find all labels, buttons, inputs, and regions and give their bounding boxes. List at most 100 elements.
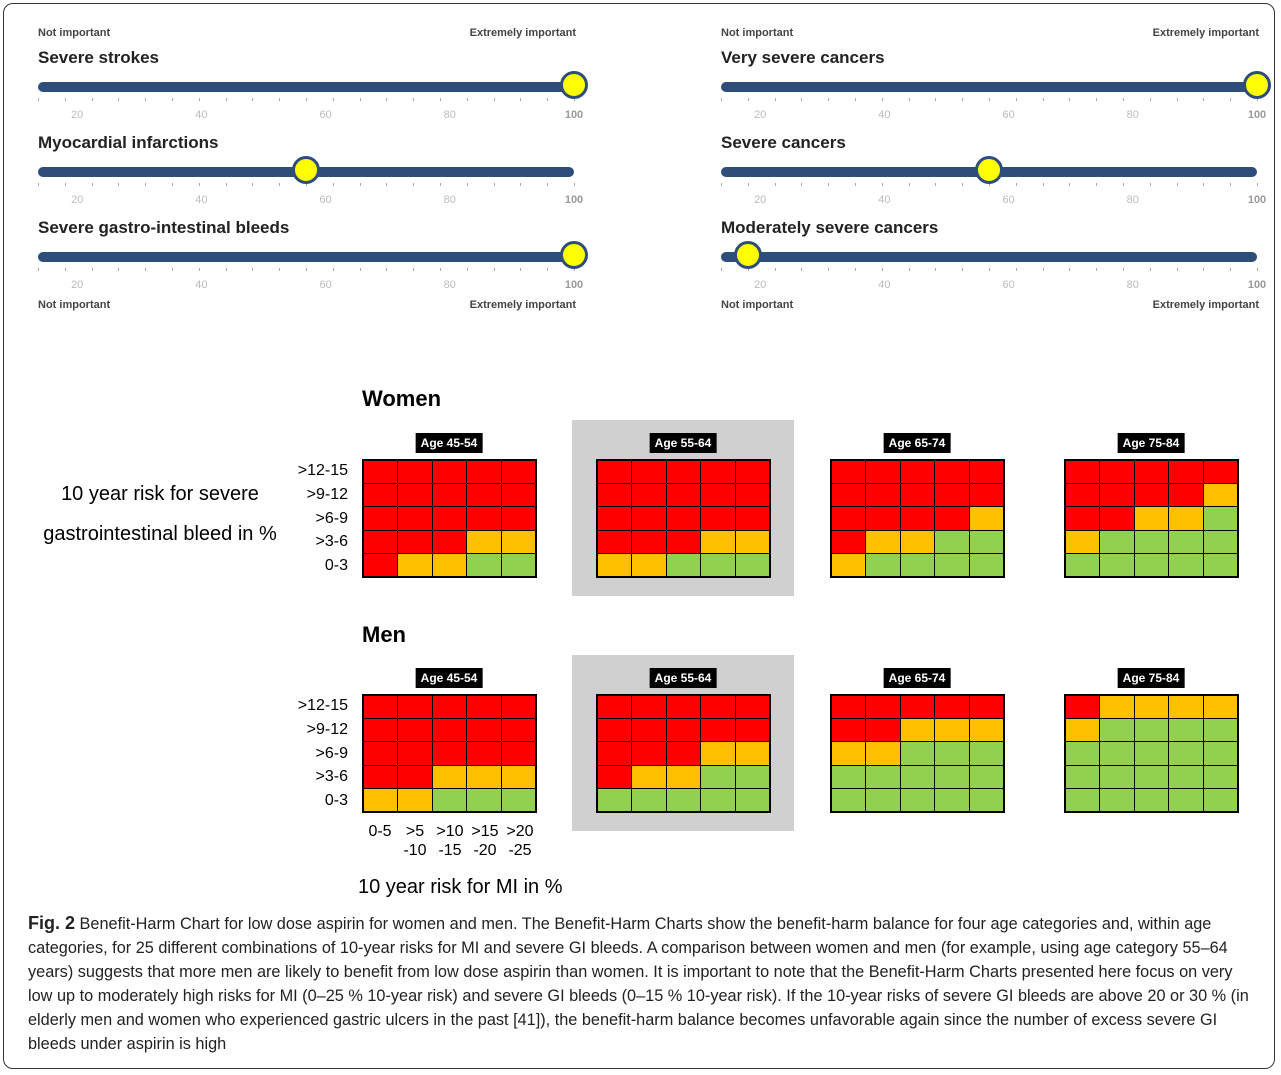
y-tick-label: >9-12 (306, 720, 348, 738)
heatmap-cell (1064, 741, 1101, 766)
tick-label: 80 (1126, 109, 1139, 121)
heatmap-cell (596, 482, 633, 508)
y-tick-label: >12-15 (297, 697, 348, 714)
slider-track[interactable] (38, 252, 574, 262)
heatmap-cell (466, 459, 502, 484)
heatmap-cell (1202, 482, 1239, 508)
scale-labels-bottom: Not important Extremely important (721, 299, 1273, 313)
x-tick-label-line: -25 (508, 842, 532, 859)
age-label: Age 65-74 (883, 668, 951, 688)
heatmap-cell (500, 553, 537, 578)
heatmap-cell (665, 529, 702, 555)
importance-slider[interactable]: Myocardial infarctions 20 40 60 80 100 (38, 133, 590, 247)
scale-high-label: Extremely important (469, 299, 576, 311)
tick-mark (1176, 268, 1178, 271)
slider-knob[interactable] (560, 71, 588, 99)
heatmap-cell (466, 506, 502, 531)
importance-slider[interactable]: Severe gastro-intestinal bleeds 20 40 60 80 1… (38, 218, 590, 332)
tick-mark (413, 98, 415, 101)
slider-knob[interactable] (292, 156, 320, 184)
y-tick-label: >3-6 (315, 768, 348, 786)
tick-label: 40 (195, 194, 208, 206)
tick-mark (1096, 268, 1098, 271)
importance-slider[interactable]: Not important Extremely important Very sev… (721, 27, 1273, 162)
tick-mark (989, 98, 990, 101)
heatmap-cell (865, 788, 901, 813)
tick-mark (118, 268, 120, 271)
slider-track[interactable] (721, 82, 1257, 92)
tick-mark (306, 183, 307, 186)
tick-label: 100 (1247, 194, 1267, 206)
heatmap-cell (934, 529, 970, 555)
tick-mark (828, 268, 830, 271)
heatmap-cell (631, 741, 667, 766)
tick-mark (440, 183, 441, 186)
tick-mark (1149, 268, 1151, 271)
importance-slider[interactable]: Severe cancers 20 40 60 80 100 (721, 133, 1273, 247)
heatmap-cell (1133, 717, 1170, 743)
tick-label: 100 (564, 109, 584, 121)
tick-label: 80 (1126, 279, 1139, 291)
heatmap-cell (734, 482, 771, 508)
heatmap-cell (899, 694, 936, 719)
heatmap-cell (968, 717, 1005, 743)
heatmap-cell (899, 764, 936, 790)
slider-track[interactable] (721, 252, 1257, 262)
heatmap-cell (1202, 717, 1239, 743)
heatmap-cell (734, 553, 771, 578)
heatmap-cell (700, 694, 736, 719)
heatmap-cell (1064, 694, 1101, 719)
importance-slider[interactable]: Moderately severe cancers 20 40 60 80 100 Not … (721, 218, 1273, 332)
heatmap-cell (466, 482, 502, 508)
heatmap-cell (1064, 482, 1101, 508)
heatmap-cell (500, 741, 537, 766)
importance-slider[interactable]: Not important Extremely important Severe s… (38, 27, 590, 162)
tick-mark (574, 98, 575, 101)
heatmap-cell (397, 694, 433, 719)
tick-mark (721, 268, 722, 271)
tick-mark (1230, 268, 1232, 271)
heatmap-cell (968, 482, 1005, 508)
slider-ticks (721, 98, 1258, 104)
tick-label: 60 (1002, 194, 1015, 206)
heatmap-cell (397, 741, 433, 766)
heatmap-cell (1099, 553, 1135, 578)
heatmap-cell (362, 529, 399, 555)
heatmap-cell (865, 741, 901, 766)
y-axis-label: 10 year risk for severe gastrointestinal… (40, 474, 280, 554)
tick-mark (172, 98, 173, 101)
slider-track[interactable] (38, 82, 574, 92)
heatmap-cell (466, 717, 502, 743)
tick-mark (279, 268, 281, 271)
tick-mark (252, 183, 254, 186)
tick-mark (1042, 268, 1044, 271)
tick-mark (64, 98, 66, 101)
heatmap-cell (734, 529, 771, 555)
heatmap-cell (397, 788, 433, 813)
tick-label: 40 (195, 279, 208, 291)
slider-knob[interactable] (733, 241, 762, 269)
slider-knob[interactable] (975, 156, 1003, 184)
tick-label: 60 (319, 109, 332, 121)
tick-mark (145, 268, 147, 271)
tick-mark (747, 268, 749, 271)
tick-mark (1230, 183, 1232, 186)
slider-knob[interactable] (1243, 71, 1271, 99)
tick-mark (1203, 98, 1205, 101)
slider-knob[interactable] (560, 241, 588, 269)
x-tick-label: >15 -20 (465, 822, 505, 860)
heatmap-cell (466, 529, 502, 555)
tick-mark (306, 98, 307, 101)
slider-label: Myocardial infarctions (38, 133, 219, 152)
tick-mark (1123, 268, 1124, 271)
heatmap-cell (968, 553, 1005, 578)
scale-labels-top: Not important Extremely important (721, 27, 1273, 41)
heatmap-cell (700, 553, 736, 578)
heatmap-cell (899, 553, 936, 578)
heatmap-cell (968, 529, 1005, 555)
heatmap-cell (500, 788, 537, 813)
heatmap-cell (934, 459, 970, 484)
tick-label: 20 (754, 279, 767, 291)
heatmap-cell (830, 717, 867, 743)
age-label: Age 75-84 (1117, 433, 1185, 453)
